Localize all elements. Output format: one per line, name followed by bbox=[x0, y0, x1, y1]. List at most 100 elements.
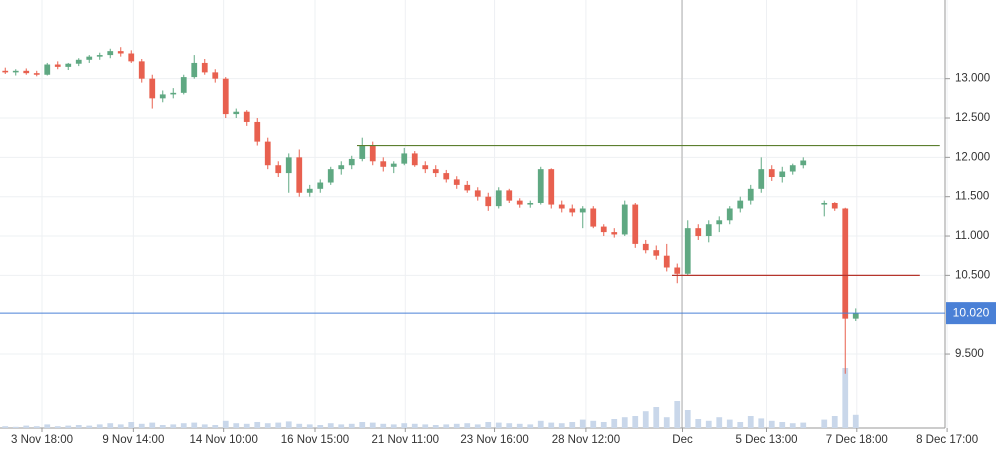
candle-body bbox=[96, 55, 103, 57]
volume-bar bbox=[422, 424, 429, 428]
volume-bar bbox=[390, 424, 397, 428]
candle-body bbox=[485, 196, 492, 207]
candle-body bbox=[44, 64, 51, 75]
candle-body bbox=[159, 94, 166, 99]
volume-bar bbox=[842, 368, 849, 428]
candle-body bbox=[831, 202, 838, 209]
candle-body bbox=[191, 62, 198, 78]
candle-body bbox=[369, 145, 376, 162]
volume-bar bbox=[558, 423, 565, 428]
volume-bar bbox=[632, 416, 639, 428]
candle-body bbox=[380, 161, 387, 167]
volume-bar bbox=[600, 422, 607, 428]
candle-body bbox=[201, 62, 208, 73]
candle-body bbox=[779, 171, 786, 178]
volume-bar bbox=[128, 422, 135, 428]
volume-bar bbox=[86, 425, 93, 428]
candle-body bbox=[642, 243, 649, 251]
volume-bar bbox=[432, 425, 439, 428]
candle-body bbox=[390, 163, 397, 167]
volume-bar bbox=[65, 425, 72, 428]
volume-bar bbox=[359, 422, 366, 428]
y-tick-label: 12.500 bbox=[955, 112, 990, 124]
candle-body bbox=[317, 182, 324, 189]
candle-body bbox=[527, 202, 534, 205]
candle-body bbox=[852, 313, 859, 319]
x-tick-label: 5 Dec 13:00 bbox=[735, 434, 797, 446]
volume-bar bbox=[159, 425, 166, 428]
volume-bar bbox=[443, 424, 450, 428]
candle-body bbox=[170, 92, 177, 95]
volume-bar bbox=[44, 424, 51, 428]
candle-body bbox=[506, 190, 513, 201]
volume-bar bbox=[212, 425, 219, 428]
volume-bar bbox=[296, 423, 303, 428]
candle-body bbox=[2, 70, 9, 73]
x-tick-label: 8 Dec 17:00 bbox=[916, 434, 978, 446]
x-tick-label: Dec bbox=[672, 434, 693, 446]
volume-bar bbox=[695, 419, 702, 428]
volume-bar bbox=[348, 423, 355, 428]
volume-bar bbox=[369, 422, 376, 428]
candle-body bbox=[306, 188, 313, 193]
candle-body bbox=[432, 169, 439, 174]
x-tick-label: 7 Dec 18:00 bbox=[826, 434, 888, 446]
candle-body bbox=[338, 165, 345, 170]
volume-bar bbox=[243, 423, 250, 428]
volume-bar bbox=[495, 422, 502, 428]
candle-body bbox=[548, 169, 555, 205]
volume-bar bbox=[684, 410, 691, 428]
volume-bar bbox=[317, 425, 324, 428]
volume-bar bbox=[621, 417, 628, 428]
x-tick-label: 3 Nov 18:00 bbox=[11, 434, 73, 446]
candle-body bbox=[705, 224, 712, 237]
candle-body bbox=[821, 202, 828, 205]
volume-bar bbox=[54, 426, 61, 428]
volume-bar bbox=[737, 422, 744, 428]
candle-body bbox=[737, 200, 744, 209]
volume-bar bbox=[705, 420, 712, 428]
candle-body bbox=[243, 111, 250, 122]
candle-body bbox=[54, 64, 61, 67]
y-tick-label: 11.500 bbox=[955, 191, 989, 203]
candle-body bbox=[212, 72, 219, 79]
volume-bar bbox=[474, 424, 481, 428]
candle-body bbox=[747, 188, 754, 201]
volume-bar bbox=[170, 424, 177, 428]
volume-bar bbox=[33, 426, 40, 428]
candle-body bbox=[359, 145, 366, 159]
candle-body bbox=[327, 169, 334, 183]
volume-bar bbox=[653, 407, 660, 428]
volume-bar bbox=[117, 424, 124, 428]
candle-body bbox=[222, 78, 229, 115]
volume-bar bbox=[716, 417, 723, 428]
volume-bar bbox=[411, 423, 418, 428]
candle-body bbox=[296, 157, 303, 193]
volume-bar bbox=[380, 423, 387, 428]
x-tick-label: 28 Nov 12:00 bbox=[552, 434, 620, 446]
candle-body bbox=[758, 169, 765, 189]
volume-bar bbox=[2, 426, 9, 428]
grid bbox=[0, 0, 948, 428]
volume-bar bbox=[779, 422, 786, 428]
volume-bar bbox=[758, 418, 765, 428]
candle-body bbox=[138, 61, 145, 79]
volume-bar bbox=[821, 419, 828, 428]
candle-body bbox=[128, 53, 135, 62]
volume-bar bbox=[464, 423, 471, 428]
volume-bar bbox=[800, 422, 807, 428]
candle-body bbox=[233, 111, 240, 115]
volume-bar bbox=[516, 423, 523, 428]
volume-bar bbox=[233, 423, 240, 428]
candle-body bbox=[23, 70, 30, 74]
candle-body bbox=[474, 190, 481, 197]
candle-body bbox=[800, 160, 807, 166]
volume-bar bbox=[768, 420, 775, 428]
volume-bar bbox=[569, 422, 576, 428]
volume-bar bbox=[306, 424, 313, 428]
y-tick-label: 12.000 bbox=[955, 151, 990, 163]
volume-bar bbox=[149, 422, 156, 428]
candle-body bbox=[12, 70, 19, 73]
volume-bar bbox=[590, 420, 597, 428]
